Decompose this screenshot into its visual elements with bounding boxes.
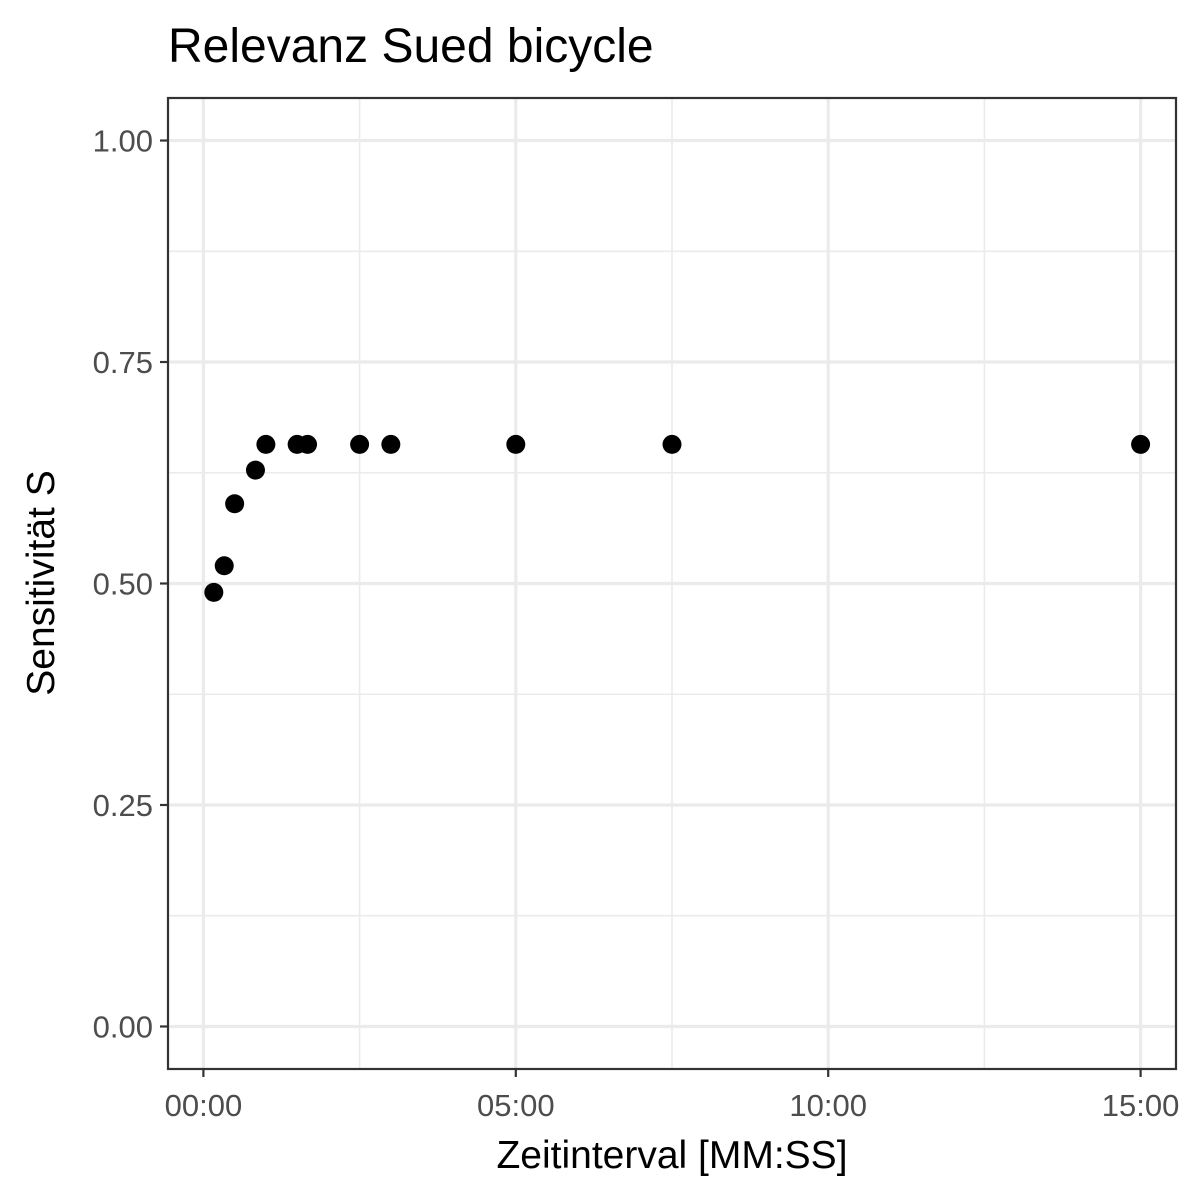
data-point (1131, 434, 1151, 454)
y-axis: 0.00 0.25 0.50 0.75 1.00 (93, 124, 168, 1044)
data-point (256, 434, 276, 454)
data-point (204, 582, 224, 602)
x-axis: 00:00 05:00 10:00 15:00 (165, 1069, 1180, 1123)
y-tick-label: 0.75 (93, 345, 153, 380)
y-tick-label: 0.00 (93, 1009, 153, 1044)
x-tick-label: 00:00 (165, 1088, 243, 1123)
data-point (506, 434, 526, 454)
x-tick-label: 05:00 (477, 1088, 555, 1123)
data-point (225, 494, 245, 514)
y-tick-label: 0.25 (93, 788, 153, 823)
data-points (204, 434, 1151, 602)
y-axis-title: Sensitivität S (20, 470, 63, 695)
data-point (350, 434, 370, 454)
chart-title: Relevanz Sued bicycle (168, 20, 654, 73)
y-tick-label: 1.00 (93, 124, 153, 159)
x-axis-title: Zeitinterval [MM:SS] (496, 1134, 847, 1177)
x-tick-label: 10:00 (789, 1088, 867, 1123)
data-point (381, 434, 401, 454)
y-tick-label: 0.50 (93, 567, 153, 602)
x-tick-label: 15:00 (1102, 1088, 1180, 1123)
grid-lines (168, 98, 1176, 1069)
data-point (662, 434, 682, 454)
data-point (298, 434, 318, 454)
data-point (214, 556, 234, 576)
data-point (245, 460, 265, 480)
